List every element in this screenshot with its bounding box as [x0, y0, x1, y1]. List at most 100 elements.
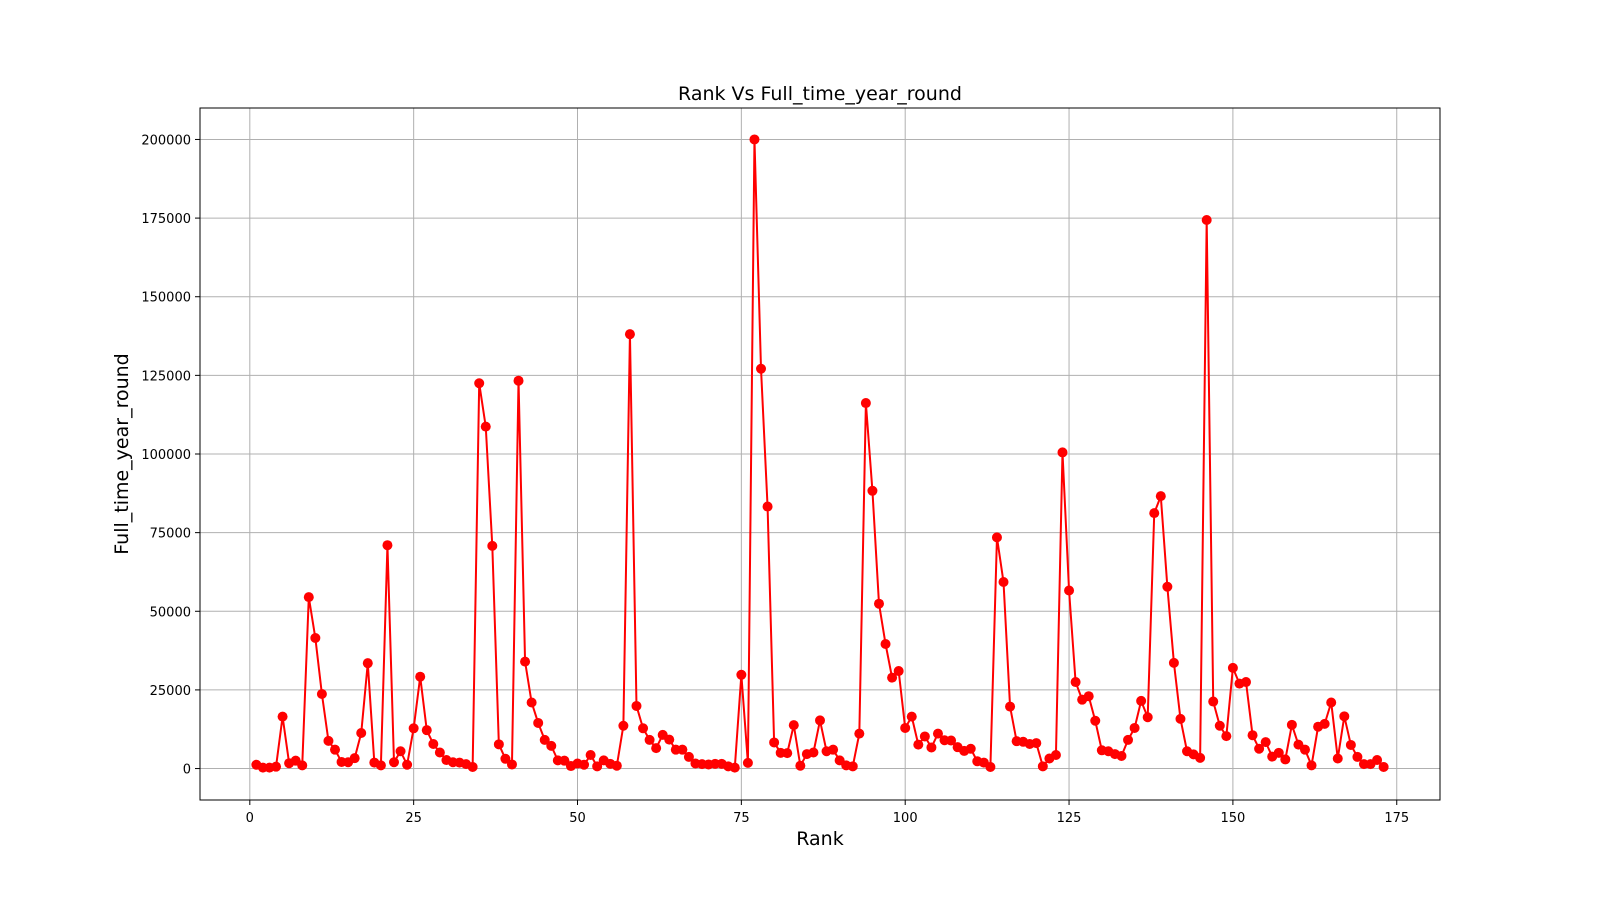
x-tick-label: 75 [733, 811, 750, 826]
y-tick-label: 0 [183, 763, 191, 778]
x-tick-label: 150 [1220, 811, 1245, 826]
data-point [1168, 657, 1179, 668]
data-point [1155, 491, 1166, 502]
data-point [500, 753, 511, 764]
data-point [1280, 754, 1291, 765]
data-point [579, 759, 590, 770]
data-point [1149, 508, 1160, 519]
data-point [860, 398, 871, 409]
data-point [408, 723, 419, 734]
data-point [624, 329, 635, 340]
data-point [664, 734, 675, 745]
data-point [1037, 761, 1048, 772]
data-point [729, 762, 740, 773]
data-point [1306, 760, 1317, 771]
data-point [1352, 751, 1363, 762]
data-point [375, 760, 386, 771]
y-tick-label: 75000 [150, 527, 191, 542]
x-tick-label: 175 [1384, 811, 1409, 826]
data-point [402, 759, 413, 770]
data-point [808, 747, 819, 758]
data-point [277, 711, 288, 722]
data-point [683, 751, 694, 762]
data-point [513, 375, 524, 386]
data-point [906, 711, 917, 722]
data-point [480, 421, 491, 432]
data-point [395, 746, 406, 757]
x-tick-label: 50 [569, 811, 586, 826]
data-point [506, 759, 517, 770]
data-point [1227, 662, 1238, 673]
y-tick-label: 200000 [141, 133, 191, 148]
data-point [1201, 214, 1212, 225]
data-point [349, 753, 360, 764]
data-point [880, 638, 891, 649]
data-point [946, 735, 957, 746]
data-point [1057, 447, 1068, 458]
data-point [919, 731, 930, 742]
data-point [1247, 730, 1258, 741]
x-tick-label: 25 [405, 811, 422, 826]
data-point [1142, 712, 1153, 723]
data-point [1031, 738, 1042, 749]
y-tick-label: 125000 [141, 369, 191, 384]
data-point [533, 717, 544, 728]
data-point [742, 757, 753, 768]
data-point [1083, 691, 1094, 702]
data-point [585, 750, 596, 761]
data-point [1129, 722, 1140, 733]
data-point [815, 715, 825, 726]
data-point [356, 728, 367, 738]
data-point [736, 669, 747, 680]
data-point [310, 633, 321, 644]
data-point [1136, 695, 1147, 706]
data-point [323, 735, 334, 746]
data-point [932, 728, 943, 739]
data-point [1208, 696, 1219, 707]
data-point [756, 363, 767, 374]
y-axis-label: Full_time_year_round [111, 353, 133, 554]
data-point [539, 734, 550, 745]
data-point [1116, 750, 1127, 761]
data-point [985, 761, 996, 772]
data-point [618, 720, 629, 731]
data-point [526, 697, 537, 708]
data-point [1050, 750, 1061, 761]
data-point [1273, 747, 1284, 758]
data-point [493, 739, 504, 750]
data-point [847, 761, 858, 772]
chart-title: Rank Vs Full_time_year_round [678, 83, 962, 105]
data-point [1339, 711, 1350, 722]
data-point [873, 598, 884, 609]
y-tick-label: 100000 [141, 448, 191, 463]
data-point [1221, 731, 1232, 742]
data-point [1345, 739, 1356, 750]
data-point [998, 577, 1009, 588]
data-point [782, 748, 793, 759]
data-point [651, 743, 662, 754]
data-point [1326, 697, 1337, 708]
data-point [1286, 719, 1297, 730]
data-point [1195, 752, 1206, 763]
data-point [893, 666, 904, 677]
data-point [487, 540, 498, 551]
data-point [297, 760, 308, 771]
data-point [1378, 761, 1389, 772]
data-point [769, 737, 780, 748]
data-point [428, 739, 439, 750]
data-point [1260, 737, 1271, 748]
data-point [867, 485, 878, 496]
data-point [1070, 677, 1081, 688]
data-point [1214, 720, 1225, 731]
data-point [991, 532, 1002, 543]
data-point [382, 540, 393, 551]
data-point [592, 761, 603, 772]
x-axis-label: Rank [796, 828, 843, 850]
data-point [854, 728, 865, 739]
data-point [965, 743, 976, 754]
data-point [474, 378, 485, 389]
data-point [303, 592, 314, 603]
data-point [1175, 713, 1186, 724]
data-point [887, 672, 898, 683]
